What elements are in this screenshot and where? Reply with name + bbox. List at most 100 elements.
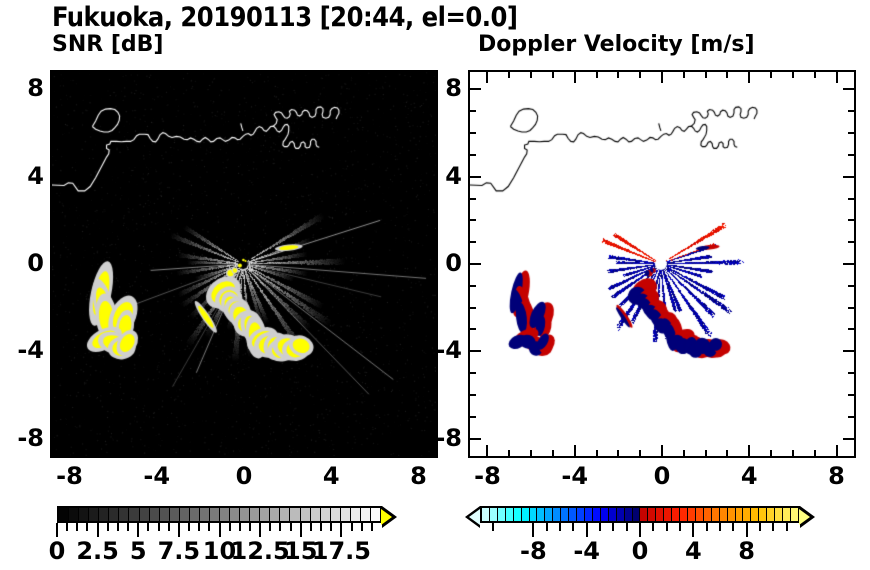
colorbar-tick-minor xyxy=(238,523,241,531)
colorbar-tick-label: 0 xyxy=(631,537,649,565)
x-tick-major xyxy=(661,72,663,83)
x-tick-major xyxy=(486,445,489,456)
y-tick-minor xyxy=(848,284,854,287)
colorbar-tick-minor xyxy=(492,523,495,531)
x-tick-minor xyxy=(221,450,224,456)
x-tick-minor xyxy=(199,450,202,456)
colorbar-tick-minor xyxy=(309,523,312,531)
colorbar-tick-major xyxy=(56,523,58,537)
y-tick-major xyxy=(52,263,63,265)
colorbar-tick-major xyxy=(585,523,588,537)
colorbar-tick-minor xyxy=(106,523,109,531)
x-tick-minor xyxy=(704,72,707,78)
colorbar-cell xyxy=(330,508,341,521)
x-tick-minor xyxy=(177,450,180,456)
colorbar-tick-major xyxy=(639,523,641,537)
colorbar-tick-minor xyxy=(188,523,191,531)
x-tick-minor xyxy=(221,72,224,78)
colorbar-cell xyxy=(159,508,170,521)
y-tick-major xyxy=(843,263,854,265)
x-axis-label: -4 xyxy=(143,462,171,490)
colorbar-cell xyxy=(569,508,578,521)
colorbar-cell xyxy=(680,508,688,521)
colorbar-cell xyxy=(209,508,220,521)
y-tick-major xyxy=(470,350,481,353)
y-tick-minor xyxy=(470,132,476,135)
colorbar-cell xyxy=(199,508,210,521)
colorbar-tick-minor xyxy=(350,523,353,531)
y-tick-minor xyxy=(470,415,476,418)
y-tick-major xyxy=(843,350,854,353)
colorbar-cell xyxy=(99,508,110,521)
y-tick-minor xyxy=(470,219,476,222)
y-tick-minor xyxy=(848,197,854,200)
y-tick-minor xyxy=(470,197,476,200)
x-tick-major xyxy=(573,445,576,456)
x-tick-minor xyxy=(133,450,136,456)
colorbar-tick-minor xyxy=(759,523,761,531)
colorbar-tick-minor xyxy=(157,523,160,531)
colorbar-cell xyxy=(648,508,657,521)
colorbar-cell xyxy=(616,508,625,521)
y-tick-minor xyxy=(52,219,58,222)
colorbar-cell xyxy=(280,508,291,521)
x-axis-label: 8 xyxy=(410,462,427,490)
colorbar-cell xyxy=(624,508,633,521)
x-tick-minor xyxy=(133,72,136,78)
x-tick-major xyxy=(835,445,838,456)
y-axis-label: 4 xyxy=(445,161,462,190)
colorbar-cell xyxy=(179,508,190,521)
y-tick-major xyxy=(52,175,63,178)
x-tick-major xyxy=(835,72,838,83)
colorbar-cell xyxy=(537,508,546,521)
y-tick-major xyxy=(843,175,854,178)
y-axis-label: -4 xyxy=(435,336,462,365)
colorbar-cell xyxy=(149,508,160,521)
y-tick-minor xyxy=(470,393,476,396)
x-tick-major xyxy=(68,445,71,456)
colorbar-tick-minor xyxy=(599,523,601,531)
colorbar-tick-minor xyxy=(76,523,79,531)
y-tick-major xyxy=(52,88,63,91)
y-tick-minor xyxy=(52,153,58,156)
colorbar-tick-minor xyxy=(279,523,282,531)
x-tick-minor xyxy=(770,72,773,78)
doppler-plot-panel[interactable] xyxy=(468,70,856,458)
x-tick-minor xyxy=(373,450,376,456)
y-tick-minor xyxy=(848,372,854,375)
colorbar-cell xyxy=(695,508,704,521)
x-tick-minor xyxy=(595,450,598,456)
x-tick-minor xyxy=(617,450,620,456)
colorbar-tick-label: 2.5 xyxy=(76,537,119,565)
colorbar-cell xyxy=(370,508,380,521)
x-tick-major xyxy=(155,445,158,456)
y-tick-minor xyxy=(848,415,854,418)
colorbar-cell xyxy=(89,508,100,521)
colorbar-cell xyxy=(320,508,331,521)
colorbar-tick-minor xyxy=(320,523,323,531)
x-tick-minor xyxy=(770,450,773,456)
colorbar-tick-major xyxy=(96,523,99,537)
colorbar-cell xyxy=(545,508,554,521)
colorbar-cell xyxy=(109,508,120,521)
y-tick-minor xyxy=(52,241,58,244)
colorbar-tick-minor xyxy=(679,523,681,531)
x-tick-minor xyxy=(530,450,533,456)
y-tick-minor xyxy=(470,241,476,244)
colorbar-cell xyxy=(608,508,617,521)
colorbar-cell xyxy=(350,508,361,521)
x-tick-major xyxy=(661,445,663,456)
colorbar-cell xyxy=(59,508,70,521)
y-axis-label: -8 xyxy=(435,423,462,452)
y-tick-minor xyxy=(52,415,58,418)
colorbar-cell xyxy=(340,508,351,521)
colorbar-cell xyxy=(260,508,271,521)
colorbar-cell xyxy=(751,508,760,521)
y-axis-label: 0 xyxy=(27,249,44,277)
y-tick-minor xyxy=(848,328,854,331)
x-tick-minor xyxy=(199,72,202,78)
x-tick-minor xyxy=(177,72,180,78)
colorbar-cell xyxy=(783,508,791,521)
snr-plot-panel[interactable] xyxy=(50,70,438,458)
